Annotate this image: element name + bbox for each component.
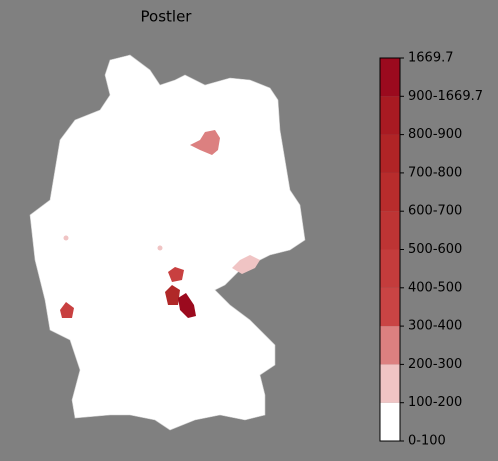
- region: [232, 255, 260, 274]
- colorbar-segment: [380, 211, 400, 250]
- region: [60, 302, 74, 318]
- colorbar-label: 600-700: [408, 204, 462, 219]
- colorbar-segment: [380, 287, 400, 327]
- colorbar-segment: [380, 134, 400, 173]
- region: [157, 245, 163, 251]
- colorbar-segment: [380, 96, 400, 135]
- map-title: Postler: [141, 8, 193, 26]
- region: [165, 285, 180, 305]
- region: [63, 235, 69, 241]
- colorbar-segment: [380, 58, 400, 97]
- colorbar: 0-100 100-200 200-300 300-400 400-500 500-600…: [379, 51, 483, 449]
- colorbar-label: 300-400: [408, 319, 462, 334]
- region: [190, 130, 220, 155]
- region: [178, 293, 196, 318]
- colorbar-segment: [380, 249, 400, 288]
- country-outline: [29, 54, 306, 431]
- colorbar-segment: [380, 364, 400, 403]
- colorbar-label: 1669.7: [408, 51, 454, 66]
- colorbar-label: 0-100: [408, 434, 446, 449]
- colorbar-segment: [380, 326, 400, 365]
- colorbar-label: 100-200: [408, 395, 462, 410]
- colorbar-label: 400-500: [408, 280, 462, 295]
- colorbar-segment: [380, 402, 400, 441]
- colorbar-label: 800-900: [408, 127, 462, 142]
- colorbar-label: 900-1669.7: [408, 89, 483, 104]
- colorbar-segment: [380, 172, 400, 212]
- colorbar-label: 500-600: [408, 242, 462, 257]
- germany-map: [29, 54, 306, 431]
- colorbar-label: 700-800: [408, 165, 462, 180]
- region: [168, 267, 184, 282]
- colorbar-label: 200-300: [408, 357, 462, 372]
